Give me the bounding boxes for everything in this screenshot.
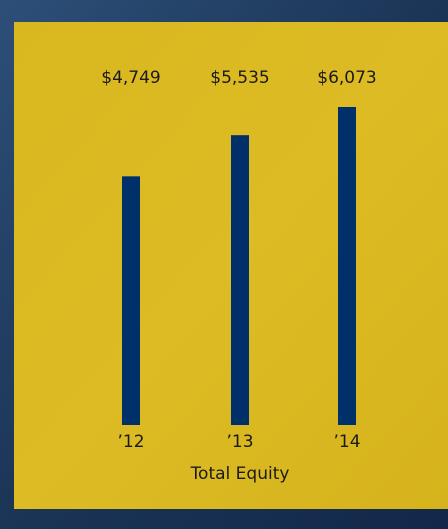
bar — [231, 135, 249, 425]
value-label: $4,749 — [101, 68, 160, 88]
chart-title: Total Equity — [190, 464, 290, 484]
bar — [338, 107, 356, 425]
value-label: $6,073 — [317, 68, 376, 88]
value-label: $5,535 — [210, 68, 269, 88]
bar — [122, 176, 140, 425]
x-tick-label: ’12 — [117, 432, 144, 452]
x-tick-label: ’14 — [333, 432, 360, 452]
x-tick-label: ’13 — [226, 432, 253, 452]
